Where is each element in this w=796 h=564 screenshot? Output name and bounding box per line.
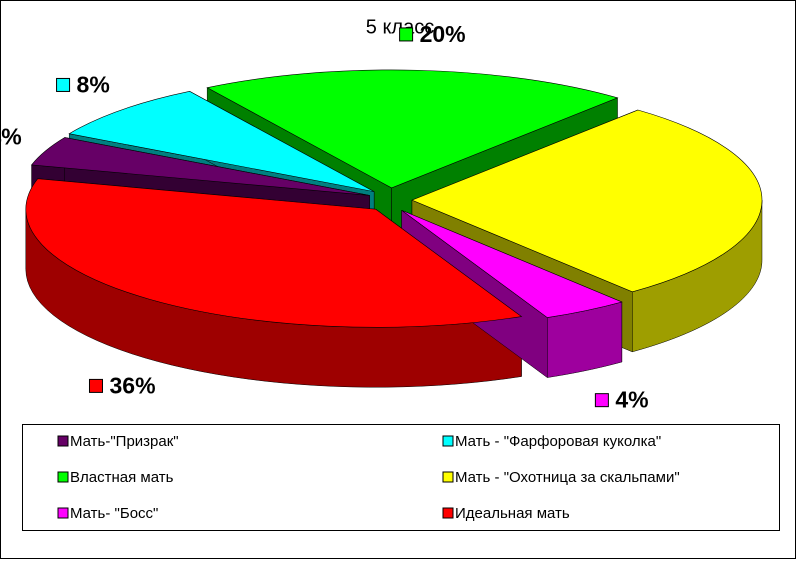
value-label: 4% (615, 387, 648, 413)
pie-slice (411, 109, 763, 293)
pie-slice (25, 178, 523, 328)
value-label: 20% (420, 21, 466, 47)
value-label-marker (56, 77, 71, 92)
pie-slice (68, 91, 375, 192)
legend-label: Властная мать (70, 469, 174, 486)
legend-marker (57, 507, 69, 519)
legend-label: Идеальная мать (455, 505, 570, 522)
legend-label: Мать- "Босс" (70, 505, 158, 522)
value-label-marker (88, 378, 103, 393)
legend-marker (442, 507, 454, 519)
legend-label: Мать-"Призрак" (70, 433, 179, 450)
value-label: 8% (77, 72, 110, 98)
pie-slice (206, 69, 619, 189)
value-label: 4% (0, 124, 22, 150)
legend-marker (442, 471, 454, 483)
value-label-marker (399, 27, 414, 42)
legend-marker (442, 435, 454, 447)
legend-box (22, 424, 780, 531)
legend-marker (57, 471, 69, 483)
pie-slice (401, 210, 623, 318)
pie-slice (30, 137, 370, 196)
legend-label: Мать - "Фарфоровая куколка" (455, 433, 661, 450)
legend-marker (57, 435, 69, 447)
legend-label: Мать - "Охотница за скальпами" (455, 469, 680, 486)
value-label: 36% (109, 372, 155, 398)
value-label-marker (594, 393, 609, 408)
chart-title: 5 класс (366, 16, 434, 38)
